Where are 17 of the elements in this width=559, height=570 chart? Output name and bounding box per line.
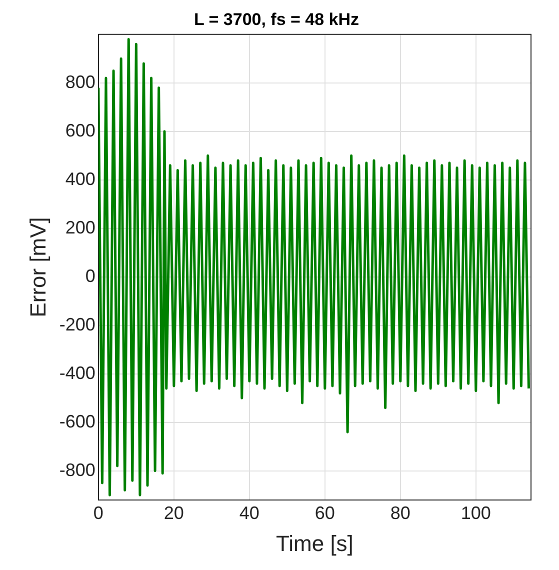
y-axis-title: Error [mV] [25,217,50,318]
y-tick-label: -800 [59,460,96,480]
y-tick-label: 400 [65,168,96,189]
y-tick-label: 200 [65,217,96,238]
x-tick-label: 80 [390,502,410,523]
y-tick-label: -600 [59,411,96,432]
y-tick-label: 0 [85,266,96,286]
y-tick-label: -400 [59,362,96,383]
y-tick-label: 800 [65,72,96,92]
x-tick-label: 20 [164,502,184,523]
x-axis-title: Time [s] [276,530,354,556]
y-tick-label: -200 [59,314,96,334]
y-tick-label: 600 [65,120,96,140]
x-tick-label: 40 [239,502,260,523]
x-tick-label: 100 [460,502,491,523]
x-tick-label: 60 [314,502,335,523]
chart-title: L = 3700, fs = 48 kHz [194,10,360,29]
